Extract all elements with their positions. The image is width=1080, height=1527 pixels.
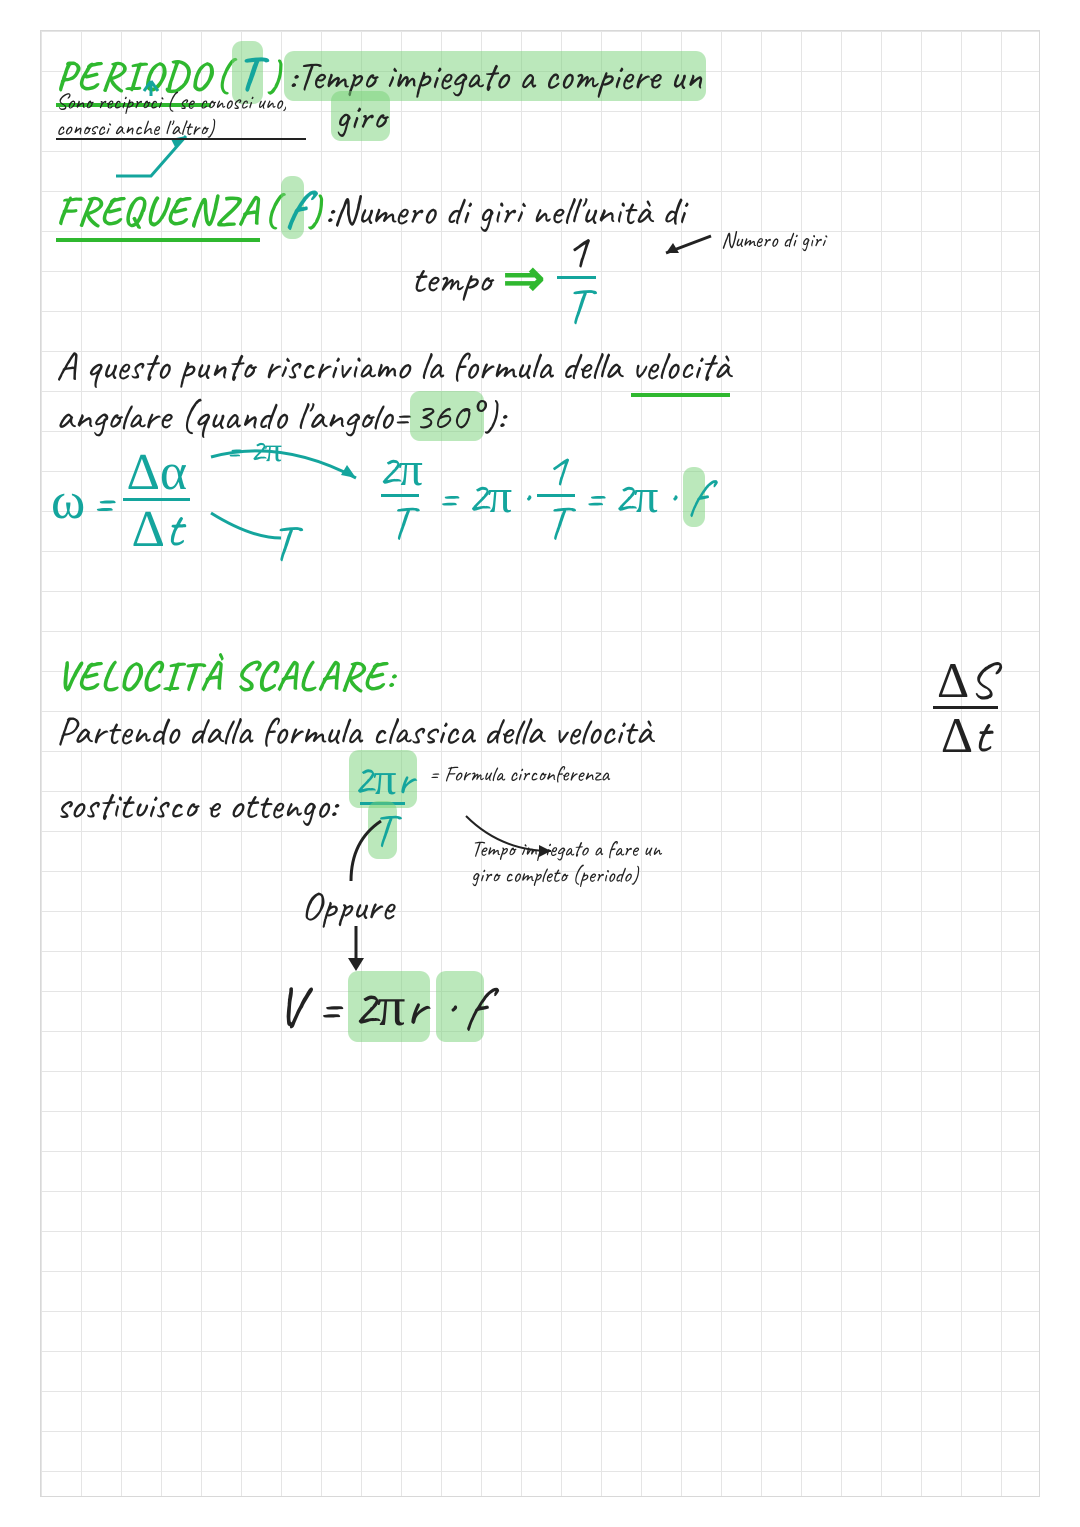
eq-3: = — [583, 467, 604, 527]
velocita-scalare-title: VELOCITÀ SCALARE: — [56, 651, 396, 701]
anno-2pi: = 2π — [226, 429, 282, 472]
one: 1 — [539, 446, 573, 494]
open-paren-2: ( — [264, 186, 277, 236]
eq-1: = — [91, 468, 114, 534]
twopir-text: 2πr — [349, 750, 418, 808]
num-giri-note: Numero di giri — [721, 226, 825, 254]
omega-intro-vel: velocità — [631, 341, 730, 397]
one-over-T: 1 T — [537, 446, 575, 547]
period-note-a: Tempo impiegato a fare un — [471, 836, 661, 862]
delta-alpha: Δα — [120, 446, 193, 498]
omega-symbol: ω — [51, 468, 85, 534]
omega-intro-c: ): — [484, 391, 505, 441]
final-dot-f: · f — [436, 971, 484, 1042]
anno-T: T — [271, 511, 294, 574]
frequenza-symbol: f — [281, 176, 304, 239]
frequenza-defn-b: tempo — [411, 254, 491, 304]
page-content: PERIODO ( T ) :Tempo impiegato a compier… — [41, 31, 1039, 1496]
omega-intro-a: A questo punto riscriviamo la formula de… — [56, 341, 621, 391]
twopi-3: 2π — [613, 467, 659, 527]
period-note: Tempo impiegato a fare un giro completo … — [471, 836, 661, 889]
freq-frac-num: 1 — [559, 226, 594, 276]
dot-2: · — [666, 467, 675, 527]
periodo-defn-b: giro — [331, 91, 390, 141]
twopir: 2πr — [343, 756, 424, 802]
T-1: T — [381, 494, 419, 547]
twopi-1: 2π — [371, 446, 429, 494]
T-2: T — [537, 494, 575, 547]
period-note-b: giro completo (periodo) — [471, 862, 661, 888]
final-2pir: 2πr — [348, 971, 430, 1042]
omega-intro-row1: A questo punto riscriviamo la formula de… — [56, 341, 730, 391]
f-sym: f — [683, 467, 705, 527]
angle-360: 360° — [410, 391, 483, 441]
twopi-2: 2π — [466, 467, 512, 527]
notebook-paper: PERIODO ( T ) :Tempo impiegato a compier… — [40, 30, 1040, 1497]
delta-S: ΔS — [931, 656, 999, 706]
delta-t-2: Δt — [933, 706, 998, 761]
close-paren-2: ) — [308, 186, 321, 236]
omega-formula: ω = Δα Δt — [51, 446, 193, 555]
reciproci-bracket-icon — [56, 81, 316, 191]
vs-line2a: sostituisco e ottengo: — [56, 780, 337, 830]
freq-frac-den: T — [557, 276, 596, 331]
num-giri-arrow-icon — [661, 231, 721, 261]
vs-line1: Partendo dalla formula classica della ve… — [56, 706, 653, 756]
dalpha-over-dt: Δα Δt — [120, 446, 193, 555]
twopi-over-T: 2π T — [371, 446, 429, 547]
ds-over-dt: ΔS Δt — [931, 656, 999, 761]
final-V: V = — [276, 971, 342, 1042]
one-over-T-fraction: 1 T — [557, 226, 596, 331]
dot-1: · — [520, 467, 529, 527]
final-formula: V = 2πr · f — [276, 971, 484, 1042]
frequenza-line2: tempo ⇒ 1 T — [411, 226, 596, 331]
arrow-implies-icon: ⇒ — [503, 247, 545, 310]
oppure: Oppure — [301, 881, 394, 931]
oppure-down-arrow-icon — [341, 926, 381, 976]
circ-note: = Formula circonferenza — [429, 760, 609, 788]
frequenza-title: FREQUENZA — [56, 186, 260, 242]
eq-2: = — [437, 467, 458, 527]
delta-t: Δt — [123, 498, 190, 555]
omega-expansion: 2π T = 2π · 1 T = 2π · f — [371, 446, 705, 547]
